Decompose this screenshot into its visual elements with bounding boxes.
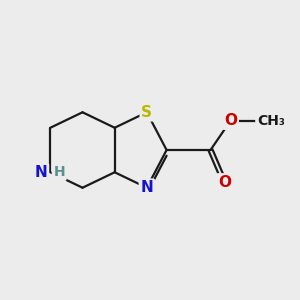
- Text: O: O: [224, 113, 237, 128]
- Text: CH₃: CH₃: [257, 114, 285, 128]
- Text: S: S: [141, 105, 152, 120]
- Text: N: N: [35, 165, 47, 180]
- Text: O: O: [218, 175, 231, 190]
- Text: H: H: [53, 165, 65, 179]
- Text: N: N: [140, 180, 153, 195]
